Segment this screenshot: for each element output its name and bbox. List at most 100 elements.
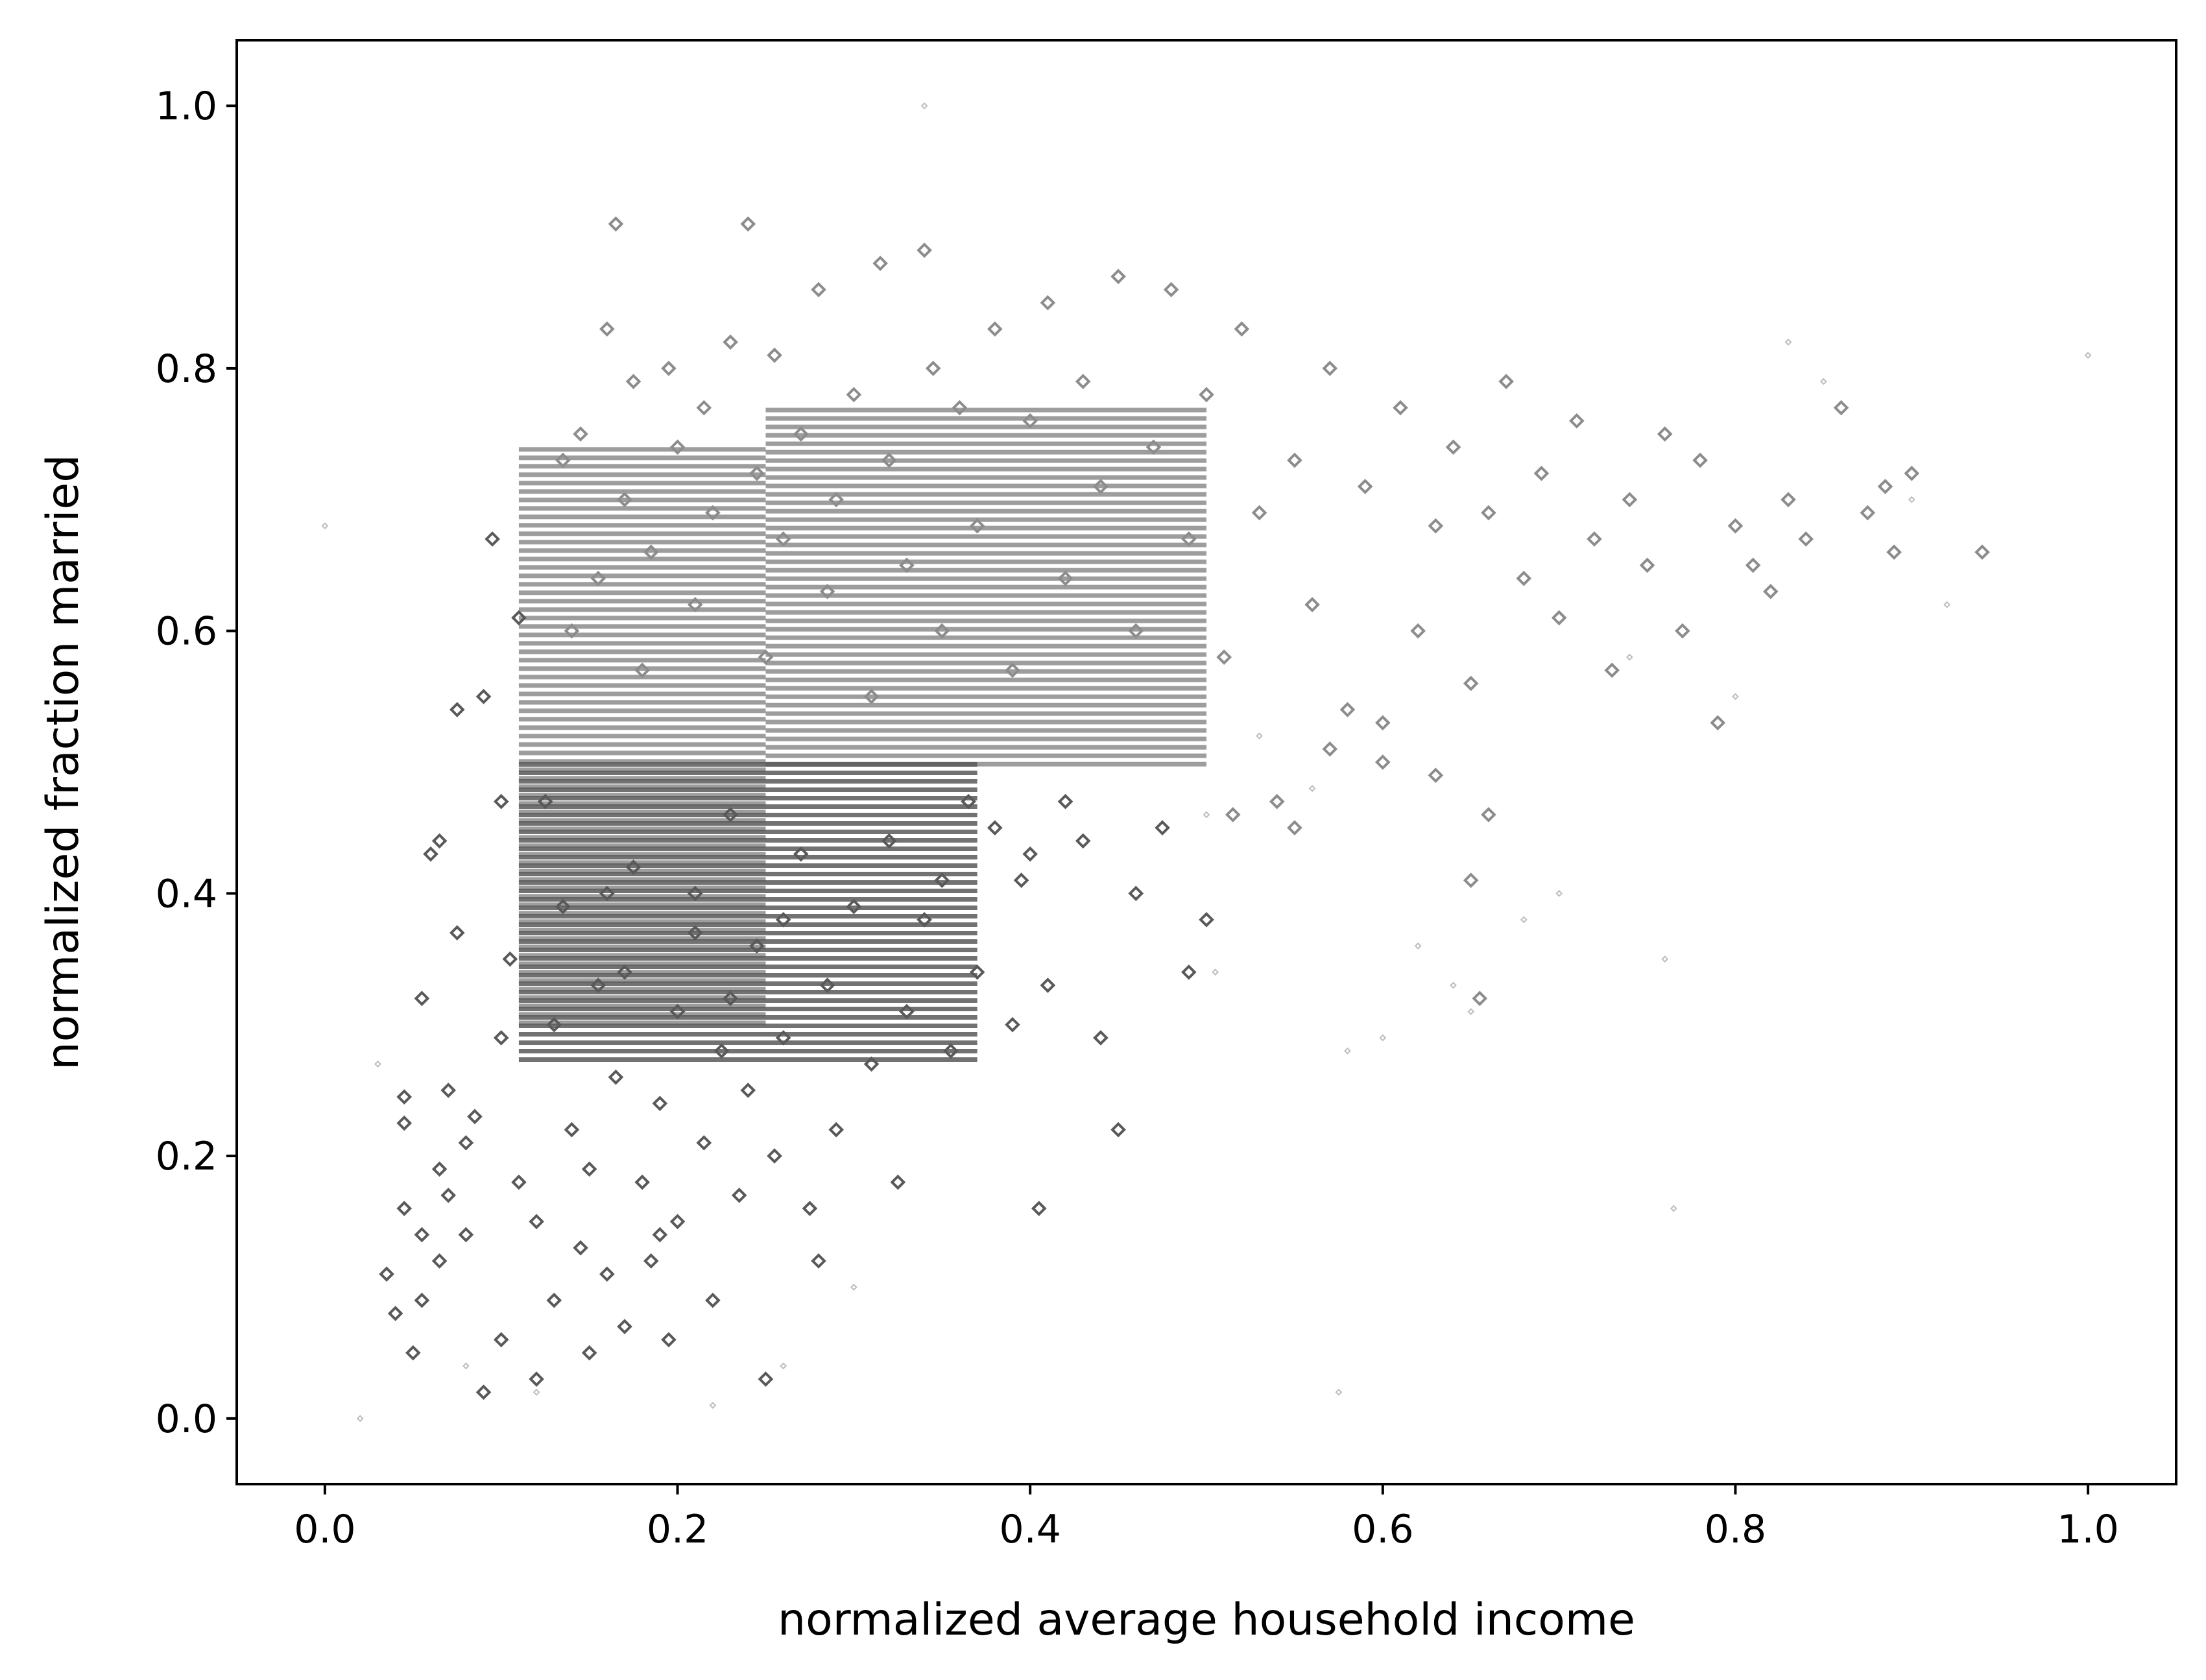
data-point	[511, 1174, 527, 1190]
data-point	[1181, 964, 1197, 980]
band-stripe	[518, 683, 766, 688]
band-stripe	[765, 534, 1206, 539]
data-point	[828, 492, 845, 508]
data-point	[599, 1266, 615, 1282]
data-point	[1886, 544, 1902, 560]
band-stripe	[518, 540, 766, 545]
band-stripe	[518, 793, 766, 798]
data-point	[987, 820, 1003, 836]
band-stripe	[765, 466, 1206, 472]
data-point	[758, 649, 774, 665]
data-point	[555, 452, 571, 468]
band-stripe	[518, 725, 766, 730]
data-point	[1128, 885, 1144, 902]
data-point	[1322, 361, 1338, 376]
data-point	[1670, 1205, 1677, 1212]
band-stripe	[518, 489, 766, 494]
band-stripe	[518, 607, 766, 612]
y-tick-label: 0.4	[156, 871, 217, 917]
band-stripe	[518, 889, 977, 893]
band-stripe	[518, 779, 977, 784]
band-stripe	[518, 1020, 766, 1026]
band-stripe	[518, 863, 977, 868]
data-point	[1877, 479, 1893, 494]
band-stripe	[765, 669, 1206, 674]
data-point	[920, 102, 928, 110]
band-stripe	[765, 441, 1206, 446]
data-point	[1520, 916, 1528, 924]
y-axis-label: normalized fraction married	[38, 455, 89, 1070]
data-point	[590, 570, 606, 586]
data-point	[1639, 557, 1655, 573]
data-point	[537, 793, 553, 810]
band-stripe	[518, 880, 977, 885]
data-point	[1110, 1122, 1126, 1138]
data-point	[634, 662, 651, 678]
data-point	[462, 1362, 470, 1370]
band-stripe	[518, 506, 766, 511]
band-stripe	[518, 869, 766, 874]
band-stripe	[518, 1024, 977, 1028]
data-point	[1304, 597, 1320, 612]
data-point	[458, 1135, 474, 1151]
data-point	[493, 1030, 509, 1046]
data-point	[740, 216, 756, 232]
data-point	[414, 1292, 430, 1308]
band-stripe	[518, 708, 766, 714]
band-stripe	[518, 771, 977, 775]
data-point	[458, 1227, 474, 1243]
band-stripe	[518, 666, 766, 671]
band-stripe	[518, 750, 766, 756]
band-stripe	[518, 573, 766, 579]
band-stripe	[518, 995, 766, 1000]
data-point	[1163, 282, 1179, 298]
data-point	[1374, 754, 1391, 770]
data-point	[440, 1187, 457, 1203]
data-point	[740, 1083, 756, 1098]
data-point	[1625, 653, 1633, 661]
band-stripe	[518, 928, 766, 933]
band-stripe	[518, 914, 977, 918]
data-point	[1005, 1016, 1020, 1033]
y-tick-label: 0.6	[156, 609, 217, 654]
data-point	[1481, 807, 1496, 822]
data-point	[899, 1003, 915, 1020]
data-point	[1657, 426, 1673, 442]
data-point	[555, 898, 571, 915]
data-point	[1322, 741, 1338, 757]
band-stripe	[518, 776, 766, 781]
data-point	[661, 1332, 677, 1348]
band-stripe	[518, 734, 766, 739]
data-point	[414, 990, 430, 1007]
band-stripe	[518, 455, 766, 461]
band-stripe	[518, 830, 977, 834]
data-point	[1022, 846, 1038, 862]
band-stripe	[765, 525, 1206, 531]
data-point	[1604, 662, 1620, 678]
y-tick-label: 1.0	[156, 84, 217, 129]
data-point	[943, 1043, 959, 1059]
data-point	[608, 1069, 624, 1085]
band-stripe	[765, 753, 1206, 758]
data-point	[431, 833, 448, 849]
band-stripe	[518, 548, 766, 553]
data-point	[396, 1089, 413, 1105]
data-point	[1675, 623, 1690, 639]
band-stripe	[518, 953, 766, 958]
data-point	[661, 361, 677, 376]
data-point	[1287, 820, 1302, 836]
data-point	[1587, 531, 1602, 547]
data-point	[819, 978, 835, 993]
data-point	[440, 1083, 457, 1098]
band-stripe	[765, 702, 1206, 708]
data-point	[1287, 452, 1302, 468]
dense-band-2	[765, 407, 1206, 767]
band-stripe	[765, 601, 1206, 606]
band-stripe	[518, 767, 766, 773]
band-stripe	[518, 987, 766, 992]
data-point	[687, 597, 703, 612]
band-stripe	[765, 643, 1206, 649]
band-stripe	[518, 965, 977, 969]
data-point	[467, 1109, 483, 1125]
data-point	[1181, 531, 1197, 547]
